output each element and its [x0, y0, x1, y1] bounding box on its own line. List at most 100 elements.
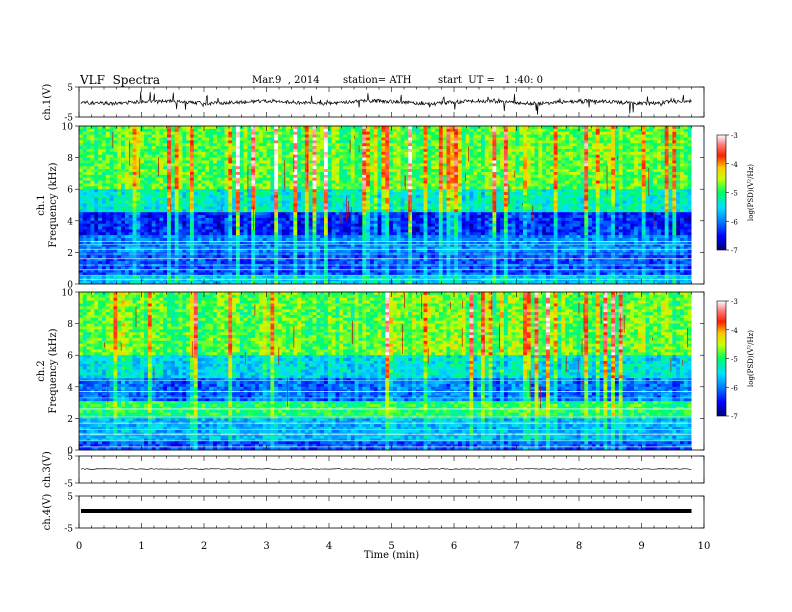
psd-cell [546, 203, 551, 207]
psd-cell [255, 203, 260, 207]
psd-cell [680, 186, 685, 190]
psd-cell [461, 143, 466, 147]
psd-cell [86, 146, 91, 150]
psd-cell [86, 169, 91, 173]
psd-cell [389, 209, 394, 213]
psd-cell [630, 140, 635, 144]
psd-cell [98, 171, 103, 176]
psd-cell [151, 148, 156, 153]
psd-cell [614, 203, 620, 207]
psd-cell [320, 171, 325, 176]
psd-cell [90, 192, 95, 196]
psd-cell [316, 200, 321, 204]
psd-cell [98, 151, 103, 156]
psd-cell [553, 200, 558, 204]
psd-cell [201, 126, 206, 130]
psd-cell [435, 146, 440, 150]
psd-cell [526, 146, 532, 150]
psd-cell [392, 171, 398, 176]
psd-cell [473, 203, 478, 207]
psd-cell [132, 200, 137, 204]
psd-cell [163, 186, 168, 190]
psd-cell [312, 169, 317, 173]
psd-cell [664, 180, 669, 184]
psd-cell [515, 126, 520, 130]
psd-cell [190, 154, 195, 158]
psd-cell [465, 163, 470, 167]
psd-cell [611, 163, 616, 167]
psd-cell [404, 163, 409, 167]
psd-cell [565, 180, 570, 184]
psd-cell [415, 126, 421, 130]
psd-cell [144, 166, 149, 170]
psd-cell [109, 174, 114, 179]
psd-cell [392, 194, 398, 199]
psd-cell [304, 148, 309, 153]
psd-cell [339, 174, 344, 179]
psd-cell [331, 197, 336, 201]
psd-cell [664, 206, 669, 210]
psd-cell [385, 151, 390, 156]
psd-cell [247, 194, 252, 199]
psd-cell [480, 126, 486, 130]
psd-cell [193, 143, 198, 147]
psd-cell [637, 146, 643, 150]
psd-cell [672, 183, 677, 187]
psd-cell [653, 189, 658, 193]
psd-cell [595, 148, 600, 153]
psd-cell [603, 160, 608, 164]
psd-cell [262, 140, 267, 144]
psd-cell [354, 200, 359, 204]
psd-cell [396, 146, 401, 150]
psd-cell [155, 192, 160, 196]
psd-cell [224, 189, 229, 193]
psd-cell [546, 209, 551, 213]
psd-cell [232, 177, 237, 181]
psd-cell [687, 163, 692, 167]
psd-cell [534, 206, 539, 210]
psd-cell [641, 154, 646, 158]
psd-cell [346, 177, 352, 181]
psd-cell [358, 177, 363, 181]
psd-cell [438, 197, 443, 201]
psd-cell [676, 166, 681, 170]
psd-cell [477, 203, 482, 207]
psd-cell [438, 174, 443, 179]
psd-cell [415, 137, 421, 141]
psd-cell [515, 128, 520, 133]
psd-cell [216, 146, 221, 150]
psd-cell [423, 180, 428, 184]
psd-cell [538, 186, 543, 190]
psd-cell [595, 146, 600, 150]
psd-cell [308, 192, 313, 196]
psd-cell [599, 126, 604, 130]
psd-cell [132, 131, 137, 135]
psd-cell [580, 180, 585, 184]
psd-cell [538, 177, 543, 181]
psd-cell [86, 192, 91, 196]
psd-cell [266, 194, 271, 199]
psd-cell [228, 171, 233, 176]
psd-cell [603, 180, 608, 184]
psd-cell [641, 146, 646, 150]
psd-cell [362, 206, 367, 210]
psd-cell [147, 146, 153, 150]
psd-cell [523, 160, 528, 164]
psd-cell [580, 146, 585, 150]
psd-cell [565, 146, 570, 150]
psd-cell [201, 131, 206, 135]
psd-cell [438, 169, 443, 173]
psd-cell [607, 183, 612, 187]
psd-cell [553, 197, 558, 201]
psd-cell [163, 189, 168, 193]
psd-cell [431, 183, 436, 187]
psd-cell [542, 194, 547, 199]
psd-cell [431, 146, 436, 150]
psd-cell [534, 134, 539, 138]
psd-cell [626, 140, 631, 144]
psd-cell [193, 146, 198, 150]
psd-cell [293, 157, 298, 161]
psd-cell [530, 151, 535, 156]
psd-cell [480, 180, 486, 184]
psd-cell [205, 206, 210, 210]
